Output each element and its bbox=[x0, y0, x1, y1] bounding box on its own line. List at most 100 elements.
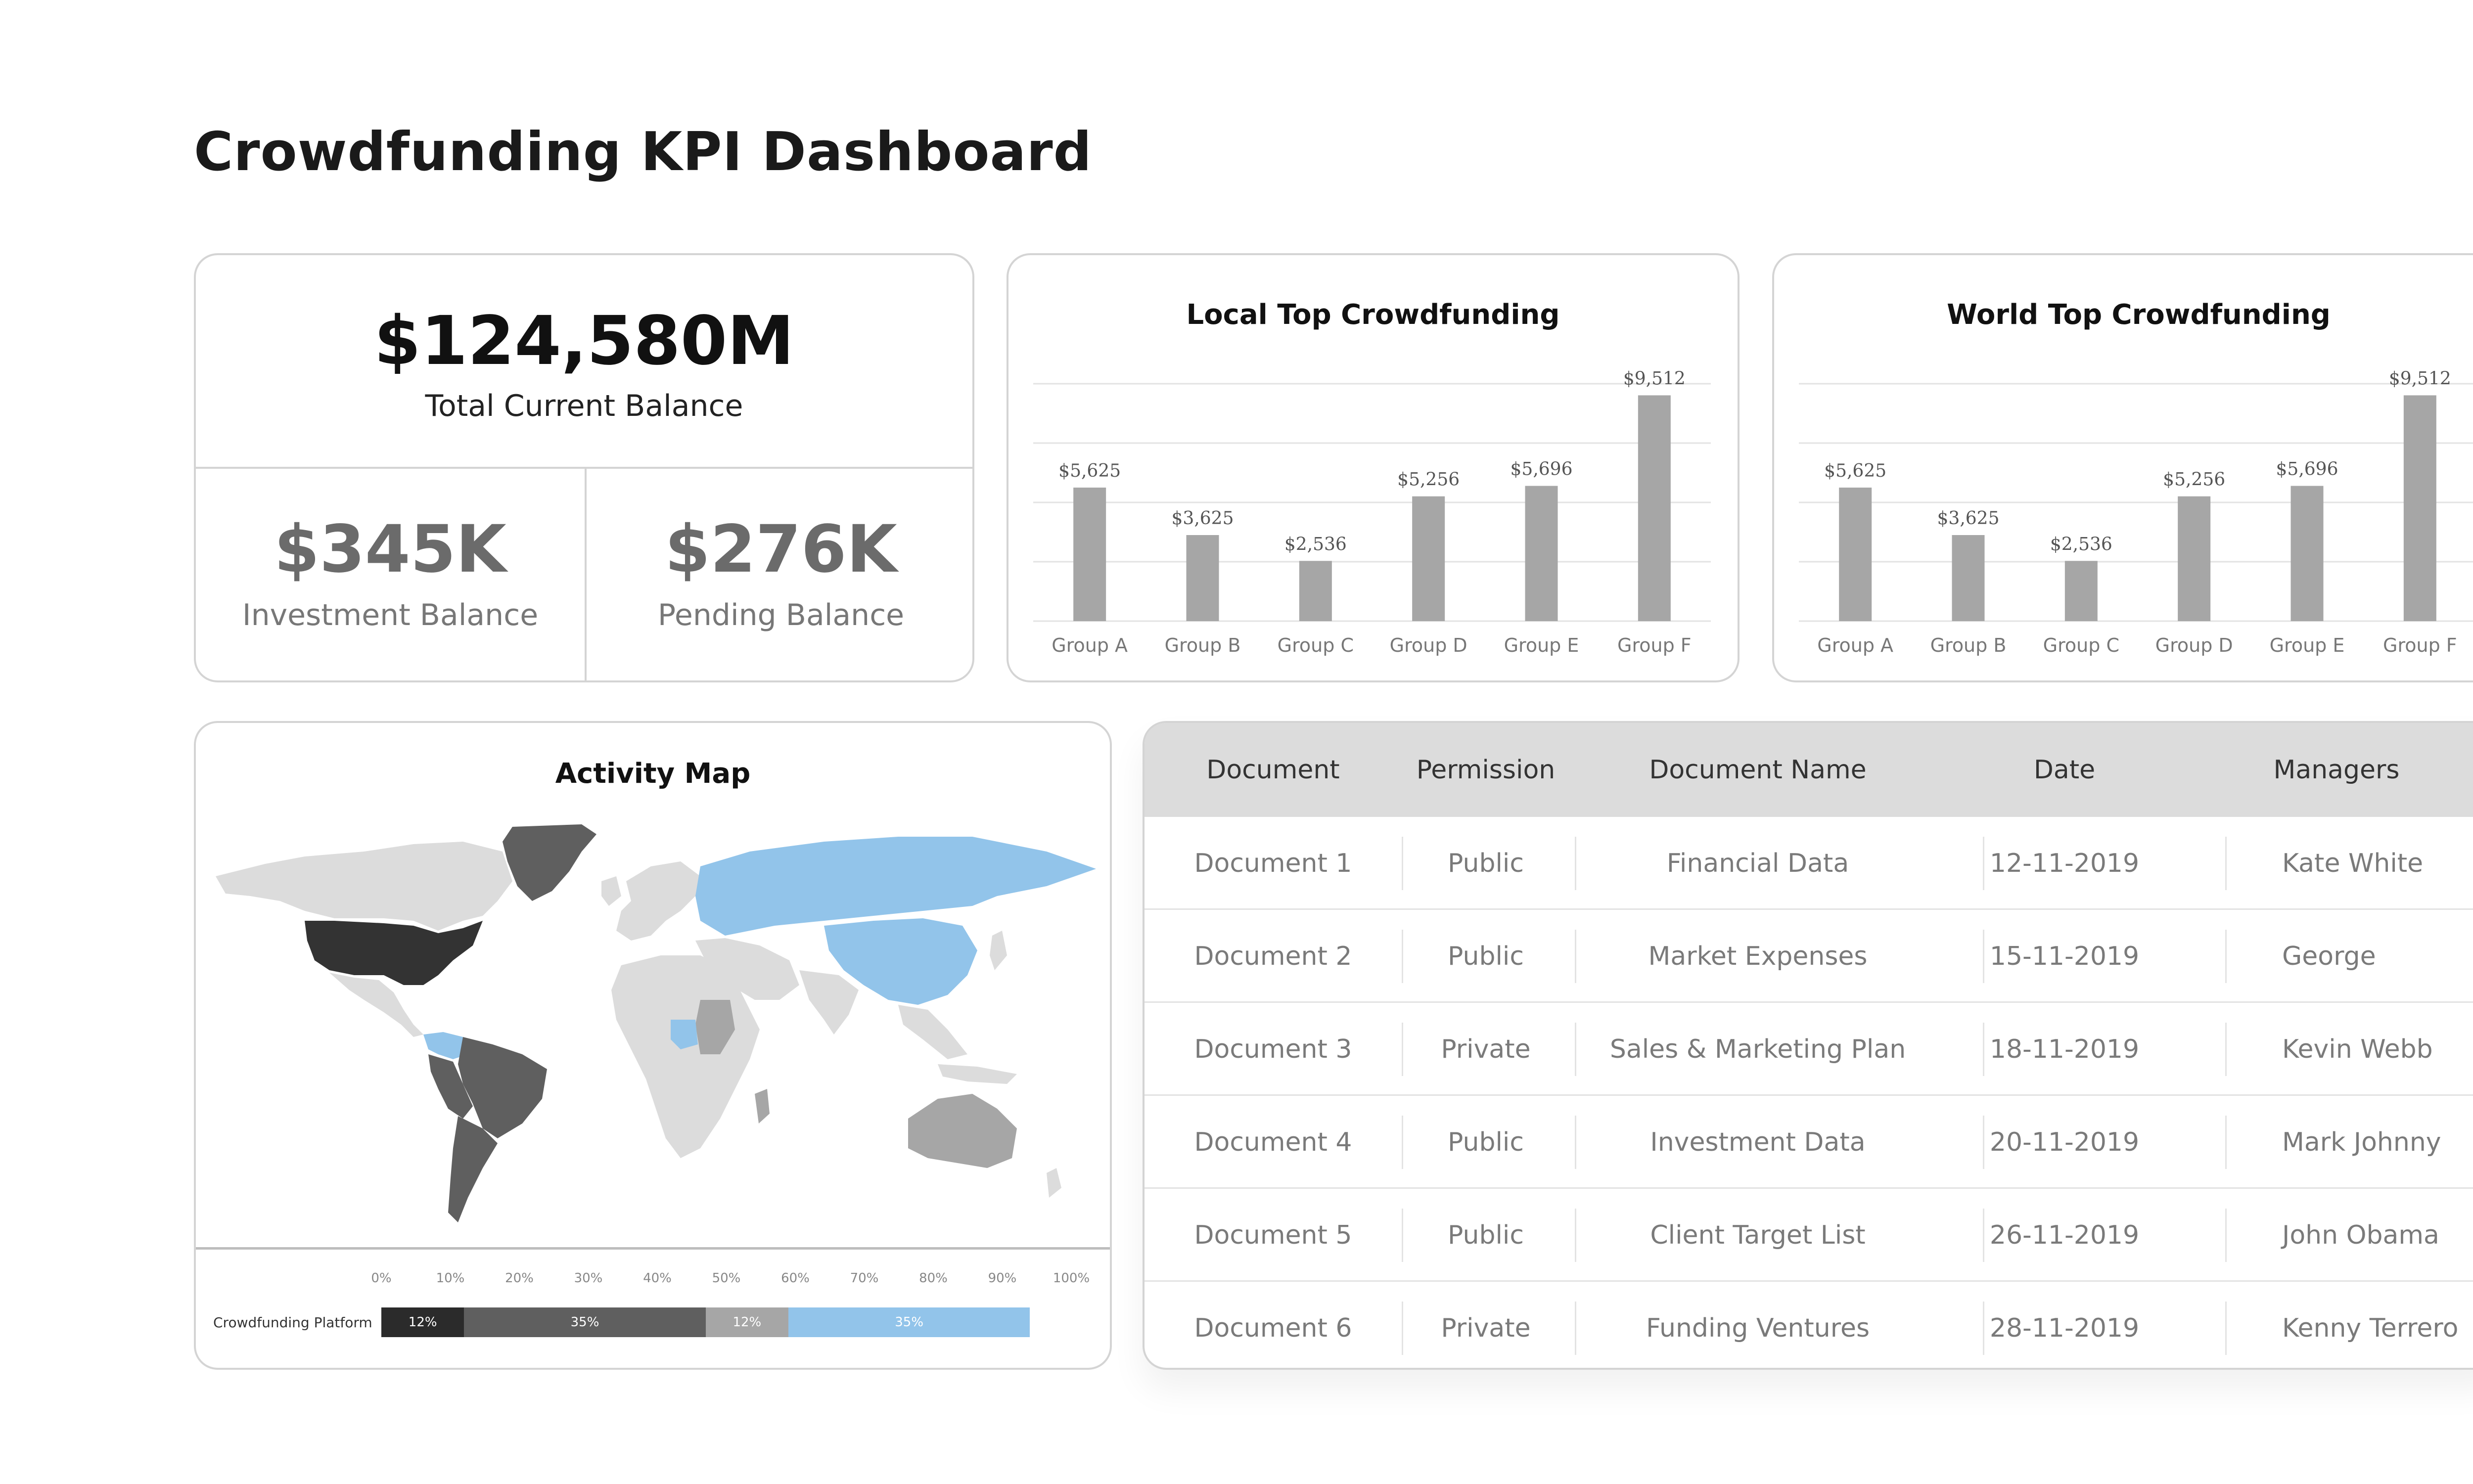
column-separator bbox=[1575, 837, 1576, 890]
column-separator bbox=[1402, 1116, 1403, 1169]
world-chart-category-label: Group F bbox=[2383, 634, 2457, 656]
cell-permission: Public bbox=[1448, 942, 1524, 971]
pending-balance-value: $276K bbox=[665, 511, 897, 587]
platform-axis-tick: 100% bbox=[1053, 1271, 1090, 1286]
investment-balance-section: $345K Investment Balance bbox=[196, 467, 587, 682]
local-chart-category-label: Group D bbox=[1390, 634, 1467, 656]
column-separator bbox=[1575, 1116, 1576, 1169]
local-chart-category-label: Group E bbox=[1504, 634, 1579, 656]
column-separator bbox=[2225, 1302, 2227, 1355]
cell-manager: George bbox=[2282, 942, 2376, 971]
world-chart-value-label: $3,625 bbox=[1937, 508, 2000, 529]
map-region-sudan bbox=[695, 1000, 735, 1054]
cell-manager: Kenny Terrero bbox=[2282, 1313, 2459, 1343]
platform-axis-tick: 60% bbox=[781, 1271, 810, 1286]
map-region-andes bbox=[428, 1054, 473, 1119]
column-separator bbox=[1402, 1302, 1403, 1355]
world-chart-bar bbox=[2290, 486, 2324, 621]
table-row[interactable]: Document 4 Public Investment Data 20-11-201… bbox=[1145, 1096, 2473, 1189]
local-chart-value-label: $5,256 bbox=[1397, 470, 1460, 490]
map-region-madagascar bbox=[755, 1089, 770, 1124]
world-chart-category-label: Group E bbox=[2270, 634, 2345, 656]
local-chart-value-label: $5,625 bbox=[1058, 461, 1121, 481]
local-chart-value-label: $5,696 bbox=[1511, 459, 1573, 480]
platform-axis-tick: 10% bbox=[436, 1271, 465, 1286]
column-separator bbox=[1983, 930, 1984, 983]
platform-axis-tick: 90% bbox=[988, 1271, 1017, 1286]
local-chart-bar bbox=[1186, 535, 1219, 621]
cell-date: 12-11-2019 bbox=[1989, 849, 2140, 878]
platform-axis-tick: 50% bbox=[712, 1271, 741, 1286]
world-chart-value-label: $5,625 bbox=[1824, 461, 1886, 481]
local-chart-title: Local Top Crowdfunding bbox=[1186, 299, 1560, 331]
world-chart-bar bbox=[1839, 488, 1872, 621]
table-row[interactable]: Document 3 Private Sales & Marketing Plan 1… bbox=[1145, 1003, 2473, 1096]
local-crowdfunding-chart-card: Local Top Crowdfunding $5,625 Group A $3,6… bbox=[1007, 253, 1740, 682]
column-separator bbox=[1575, 1302, 1576, 1355]
column-separator bbox=[2225, 930, 2227, 983]
column-separator bbox=[2225, 837, 2227, 890]
map-region-colombia bbox=[423, 1032, 468, 1059]
local-chart-bar bbox=[1299, 561, 1332, 621]
table-row[interactable]: Document 5 Public Client Target List 26-11-… bbox=[1145, 1189, 2473, 1282]
table-row[interactable]: Document 2 Public Market Expenses 15-11-201… bbox=[1145, 910, 2473, 1003]
column-separator bbox=[1983, 1023, 1984, 1076]
header-document: Document bbox=[1206, 755, 1340, 785]
pending-balance-label: Pending Balance bbox=[657, 598, 905, 632]
map-region-uk bbox=[601, 876, 621, 906]
map-region-southeast-asia bbox=[898, 1005, 967, 1059]
column-separator bbox=[1402, 930, 1403, 983]
cell-date: 15-11-2019 bbox=[1989, 942, 2140, 971]
cell-permission: Public bbox=[1448, 1127, 1524, 1157]
cell-permission: Private bbox=[1441, 1313, 1531, 1343]
map-region-russia bbox=[695, 837, 1096, 936]
map-region-africa bbox=[611, 955, 760, 1158]
cell-document-name: Financial Data bbox=[1666, 849, 1849, 878]
world-chart-bar bbox=[2403, 395, 2436, 621]
documents-table: Document Permission Document Name Date M… bbox=[1143, 721, 2473, 1370]
row-divider bbox=[1145, 1094, 2473, 1096]
cell-manager: Kevin Webb bbox=[2282, 1034, 2433, 1064]
header-document-name: Document Name bbox=[1649, 755, 1867, 785]
map-region-brazil bbox=[458, 1037, 547, 1138]
map-region-mexico bbox=[329, 973, 423, 1037]
platform-axis-tick: 40% bbox=[643, 1271, 672, 1286]
cell-document: Document 5 bbox=[1194, 1220, 1352, 1250]
total-balance-section: $124,580M Total Current Balance bbox=[196, 255, 972, 469]
page-title: Crowdfunding KPI Dashboard bbox=[194, 121, 1092, 183]
platform-axis-tick: 70% bbox=[850, 1271, 879, 1286]
row-divider bbox=[1145, 1187, 2473, 1189]
world-chart-value-label: $2,536 bbox=[2050, 534, 2112, 554]
local-chart-bar bbox=[1638, 395, 1671, 621]
column-separator bbox=[1983, 1116, 1984, 1169]
map-region-usa bbox=[305, 921, 483, 985]
platform-axis-tick: 20% bbox=[505, 1271, 534, 1286]
cell-document: Document 1 bbox=[1194, 849, 1352, 878]
map-region-middle-east bbox=[695, 938, 799, 1000]
header-permission: Permission bbox=[1416, 755, 1556, 785]
cell-document-name: Market Expenses bbox=[1648, 942, 1868, 971]
cell-date: 20-11-2019 bbox=[1989, 1127, 2140, 1157]
map-region-europe bbox=[616, 861, 700, 941]
world-chart-category-label: Group A bbox=[1817, 634, 1893, 656]
local-chart-value-label: $3,625 bbox=[1172, 508, 1234, 529]
map-region-greenland bbox=[503, 824, 596, 901]
local-chart-category-label: Group A bbox=[1052, 634, 1128, 656]
cell-permission: Public bbox=[1448, 849, 1524, 878]
map-region-canada bbox=[216, 842, 512, 931]
balance-card: $124,580M Total Current Balance $345K In… bbox=[194, 253, 974, 682]
column-separator bbox=[1402, 837, 1403, 890]
investment-balance-value: $345K bbox=[274, 511, 506, 587]
cell-permission: Private bbox=[1441, 1034, 1531, 1064]
map-region-australia bbox=[908, 1094, 1017, 1168]
platform-axis-tick: 80% bbox=[919, 1271, 948, 1286]
pending-balance-section: $276K Pending Balance bbox=[587, 467, 975, 682]
cell-date: 26-11-2019 bbox=[1989, 1220, 2140, 1250]
table-row[interactable]: Document 6 Private Funding Ventures 28-11-2… bbox=[1145, 1282, 2473, 1368]
cell-permission: Public bbox=[1448, 1220, 1524, 1250]
table-row[interactable]: Document 1 Public Financial Data 12-11-2019… bbox=[1145, 817, 2473, 910]
cell-document: Document 6 bbox=[1194, 1313, 1352, 1343]
total-balance-label: Total Current Balance bbox=[425, 389, 743, 423]
map-region-argentina bbox=[448, 1116, 498, 1222]
column-separator bbox=[1402, 1023, 1403, 1076]
